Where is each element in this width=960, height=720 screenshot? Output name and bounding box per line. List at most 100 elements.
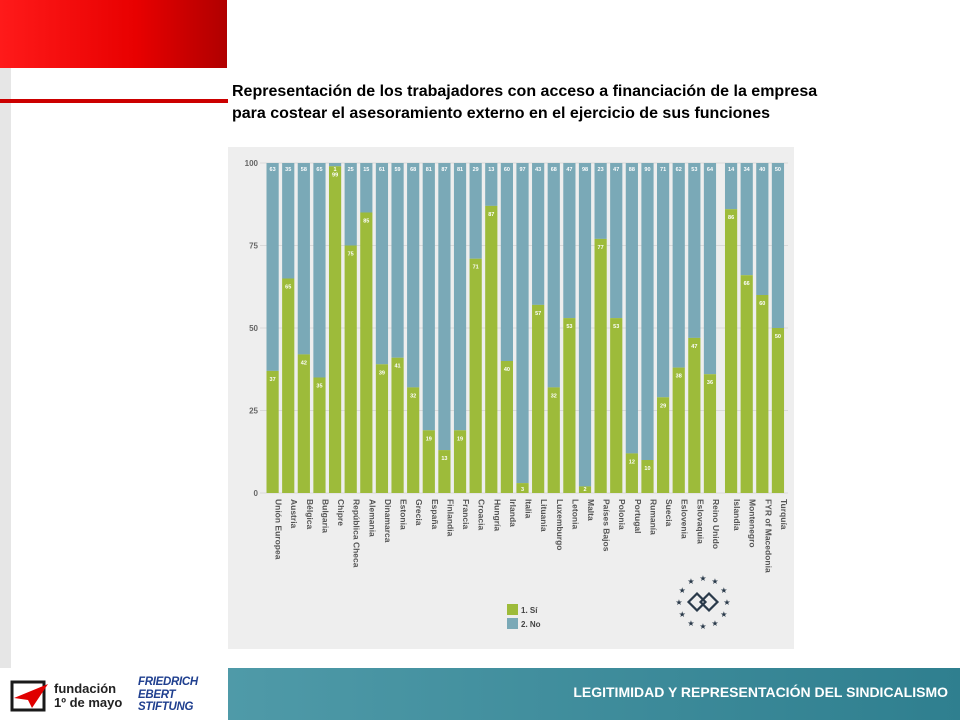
x-category-label: Luxemburgo	[555, 499, 565, 550]
bar-segment-no	[724, 163, 738, 210]
data-label-si: 75	[348, 252, 354, 258]
data-label-si: 2	[583, 487, 586, 493]
data-label-si: 71	[473, 265, 479, 271]
data-label-no: 65	[316, 167, 322, 173]
y-tick-label: 75	[249, 242, 258, 251]
legend-label: 2. No	[521, 620, 541, 629]
bar-segment-no	[703, 163, 717, 375]
data-label-si: 13	[441, 456, 447, 462]
fundacion-logo-text: fundación 1º de mayo	[54, 682, 122, 710]
friedrich-ebert-stiftung-logo: FRIEDRICH EBERT STIFTUNG	[138, 676, 210, 716]
bar-segment-si	[771, 328, 785, 493]
x-category-label: Letonia	[570, 499, 580, 529]
emblem-square-left-icon	[686, 591, 708, 613]
data-label-no: 47	[613, 167, 619, 173]
bar-segment-si	[703, 374, 717, 493]
x-category-label: Austria	[289, 499, 299, 529]
bar-segment-no	[672, 163, 685, 368]
data-label-si: 29	[660, 403, 666, 409]
x-category-label: Reino Unido	[711, 499, 721, 549]
y-tick-label: 50	[249, 324, 258, 333]
data-label-no: 87	[441, 167, 447, 173]
data-label-no: 50	[775, 167, 781, 173]
x-category-label: Estonia	[399, 499, 409, 530]
bar-segment-si	[407, 387, 420, 493]
bar-segment-no	[391, 163, 404, 358]
y-tick-label: 0	[254, 489, 259, 498]
emblem-star-icon: ★	[720, 586, 727, 595]
bar-segment-no	[453, 163, 467, 431]
bar-segment-no	[375, 163, 389, 365]
x-category-label: Portugal	[633, 499, 643, 533]
fes-logo-text: FRIEDRICH EBERT STIFTUNG	[138, 676, 210, 714]
fes-logo-line-2: EBERT	[138, 688, 176, 701]
x-category-label: República Checa	[352, 499, 362, 568]
bar-segment-no	[282, 163, 295, 279]
bar-segment-si	[282, 278, 295, 493]
bar-segment-no	[625, 163, 638, 454]
bar-segment-no	[407, 163, 420, 388]
data-label-no: 1	[334, 167, 337, 173]
data-label-no: 25	[348, 167, 354, 173]
bar-segment-si	[657, 397, 670, 493]
y-tick-label: 100	[245, 159, 259, 168]
bar-segment-si	[610, 318, 623, 493]
data-label-si: 19	[457, 436, 463, 442]
bar-segment-no	[563, 163, 576, 319]
x-category-label: Lituania	[539, 499, 549, 532]
data-label-si: 40	[504, 367, 510, 373]
bar-segment-no	[297, 163, 310, 355]
emblem-star-icon: ★	[699, 622, 706, 631]
x-category-label: Bulgaria	[320, 499, 330, 533]
x-category-label: FYR of Macedonia	[763, 499, 773, 573]
x-category-label: Italia	[524, 499, 534, 519]
bar-segment-no	[740, 163, 753, 276]
legend-swatch	[507, 618, 518, 629]
x-category-label: Alemania	[367, 499, 377, 537]
bar-segment-no	[328, 163, 342, 167]
bar-segment-si	[391, 357, 404, 493]
bar-segment-si	[313, 377, 326, 493]
slide-title-line-2: para costear el asesoramiento externo en…	[232, 105, 770, 122]
bar-segment-si	[756, 295, 769, 493]
data-label-si: 86	[728, 215, 734, 221]
fes-logo-line-1: FRIEDRICH	[138, 676, 198, 688]
bar-segment-si	[547, 387, 560, 493]
bar-segment-si	[578, 486, 592, 493]
x-category-label: Suecia	[664, 499, 674, 527]
bar-segment-no	[771, 163, 785, 328]
bar-segment-si	[485, 205, 498, 493]
data-label-no: 47	[566, 167, 572, 173]
data-label-si: 77	[598, 245, 604, 251]
data-label-no: 64	[707, 167, 714, 173]
data-label-si: 50	[775, 334, 781, 340]
data-label-si: 41	[394, 364, 400, 370]
data-label-si: 42	[301, 360, 307, 366]
data-label-si: 87	[488, 212, 494, 218]
data-label-no: 34	[744, 167, 751, 173]
x-category-label: Grecia	[414, 499, 424, 526]
emblem-star-icon: ★	[675, 598, 682, 607]
bar-segment-si	[563, 318, 576, 493]
data-label-si: 12	[629, 459, 635, 465]
fundacion-logo-line-1: fundación	[54, 681, 117, 696]
data-label-no: 58	[301, 167, 307, 173]
legend-swatch	[507, 604, 518, 615]
bar-segment-si	[516, 483, 529, 493]
data-label-no: 13	[488, 167, 494, 173]
bar-segment-no	[657, 163, 670, 398]
left-margin-strip	[0, 0, 11, 720]
bar-segment-si	[297, 354, 310, 493]
x-category-label: Francia	[461, 499, 471, 530]
data-label-no: 81	[457, 167, 463, 173]
x-category-label: Eslovaquia	[695, 499, 705, 544]
data-label-si: 19	[426, 436, 432, 442]
x-category-label: Hungría	[492, 499, 502, 531]
bar-segment-no	[516, 163, 529, 484]
emblem-star-icon: ★	[679, 586, 686, 595]
emblem-star-icon: ★	[699, 574, 706, 583]
bar-segment-no	[610, 163, 623, 319]
bar-segment-no	[485, 163, 498, 206]
bar-segment-no	[688, 163, 701, 338]
bar-segment-no	[344, 163, 357, 246]
